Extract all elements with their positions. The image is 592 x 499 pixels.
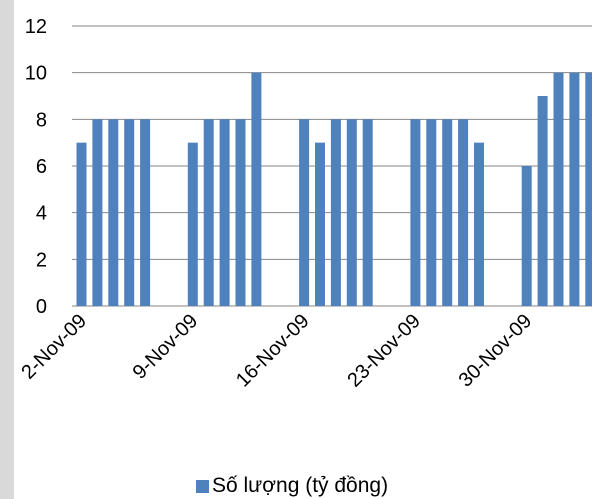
y-tick-label: 2 (36, 249, 47, 271)
bar-1-Dec-09 (537, 96, 548, 306)
bars (76, 72, 592, 307)
y-tick-label: 10 (25, 63, 47, 85)
bar-4-Dec-09 (585, 72, 592, 307)
y-tick-label: 12 (25, 16, 47, 38)
bar-30-Nov-09 (521, 166, 532, 306)
bar-3-Nov-09 (92, 119, 103, 306)
x-tick-label: 16-Nov-09 (232, 310, 314, 392)
y-tick-label: 8 (36, 109, 47, 131)
bar-13-Nov-09 (251, 72, 262, 307)
bar-4-Nov-09 (108, 119, 119, 306)
bar-27-Nov-09 (474, 142, 484, 306)
bar-6-Nov-09 (140, 119, 151, 306)
bar-25-Nov-09 (442, 119, 453, 306)
legend: Số lượng (tỷ đồng) (196, 474, 388, 498)
bar-26-Nov-09 (458, 119, 469, 306)
bar-19-Nov-09 (346, 119, 357, 306)
x-tick-label: 23-Nov-09 (343, 310, 425, 392)
x-tick-label: 30-Nov-09 (455, 310, 537, 392)
bar-23-Nov-09 (410, 119, 421, 306)
y-axis-labels: 0 2 4 6 8 10 12 (25, 16, 47, 318)
bar-2-Dec-09 (553, 72, 564, 307)
x-axis-labels: 2-Nov-09 9-Nov-09 16-Nov-09 23-Nov-09 30-Nov… (17, 310, 536, 392)
y-tick-label: 6 (36, 156, 47, 178)
bar-18-Nov-09 (330, 119, 341, 306)
bar-11-Nov-09 (219, 119, 230, 306)
bar-24-Nov-09 (426, 119, 437, 306)
window-edge (0, 0, 14, 499)
bar-10-Nov-09 (203, 119, 214, 306)
bar-17-Nov-09 (315, 142, 325, 306)
x-tick-label: 9-Nov-09 (129, 310, 203, 384)
bar-3-Dec-09 (569, 72, 580, 307)
y-tick-label: 0 (36, 296, 47, 318)
bar-9-Nov-09 (187, 142, 198, 306)
y-tick-label: 4 (36, 203, 47, 225)
bar-20-Nov-09 (362, 119, 373, 306)
bar-12-Nov-09 (235, 119, 246, 306)
x-tick-label: 2-Nov-09 (17, 310, 91, 384)
bar-16-Nov-09 (299, 119, 310, 306)
bar-2-Nov-09 (76, 142, 87, 306)
legend-swatch (196, 479, 209, 493)
legend-label: Số lượng (tỷ đồng) (212, 474, 389, 497)
bar-5-Nov-09 (124, 119, 135, 306)
